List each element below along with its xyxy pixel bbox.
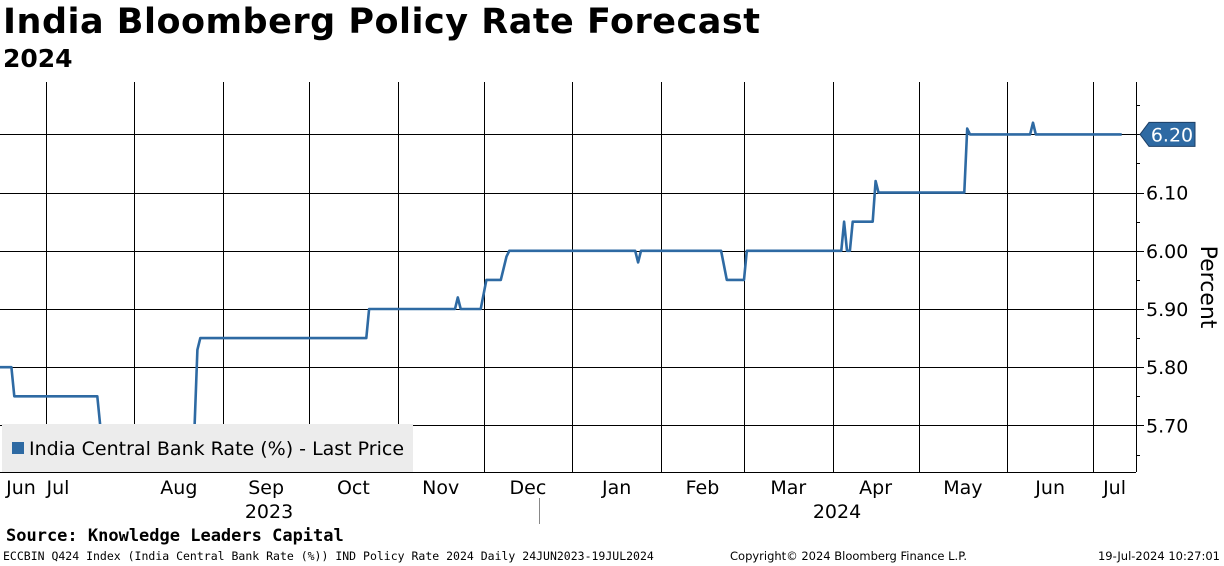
month-tick-label: Jul	[1102, 477, 1126, 499]
month-tick-label: Jun	[1034, 477, 1065, 499]
month-tick-label: Jun	[5, 477, 36, 499]
legend: India Central Bank Rate (%) - Last Price	[2, 424, 413, 472]
month-tick-label: Aug	[160, 477, 197, 499]
series-layer	[0, 121, 1122, 427]
month-tick-label: Mar	[770, 477, 806, 499]
y-tick-label: 5.80	[1146, 357, 1188, 379]
year-label: 2023	[245, 501, 293, 523]
legend-label: India Central Bank Rate (%) - Last Price	[29, 438, 404, 460]
chart-title: India Bloomberg Policy Rate Forecast	[3, 2, 761, 42]
axes: 5.70 5.80 5.90 6.00 6.10 Percent Jun Jul Aug Sep O…	[0, 82, 1220, 524]
legend-swatch	[12, 442, 24, 454]
month-tick-label: Oct	[337, 477, 370, 499]
month-tick-label: Jan	[601, 477, 631, 499]
y-tick-label: 5.70	[1146, 415, 1188, 437]
source-note: Source: Knowledge Leaders Capital	[6, 526, 344, 546]
y-tick-label: 6.00	[1146, 241, 1188, 263]
timestamp: 19-Jul-2024 10:27:01	[1097, 549, 1220, 563]
last-value-tag	[1139, 121, 1196, 147]
month-tick-label: Sep	[248, 477, 284, 499]
month-tick-label: Nov	[422, 477, 459, 499]
copyright-note: Copyright© 2024 Bloomberg Finance L.P.	[730, 549, 967, 563]
month-tick-label: Jul	[46, 477, 70, 499]
y-tick-label: 6.10	[1146, 183, 1188, 205]
series-line	[0, 121, 1122, 427]
y-axis-label: Percent	[1195, 246, 1220, 329]
legend-box	[2, 424, 413, 472]
year-label: 2024	[813, 501, 861, 523]
ticker-info: ECCBIN Q424 Index (India Central Bank Ra…	[3, 549, 654, 563]
y-tick-label: 5.90	[1146, 299, 1188, 321]
last-value-label: 6.20	[1151, 124, 1193, 146]
month-tick-label: Apr	[859, 477, 892, 499]
grid	[0, 82, 1136, 472]
month-tick-label: May	[943, 477, 982, 499]
chart-subtitle: 2024	[3, 44, 73, 73]
month-tick-label: Feb	[686, 477, 720, 499]
month-tick-label: Dec	[510, 477, 547, 499]
